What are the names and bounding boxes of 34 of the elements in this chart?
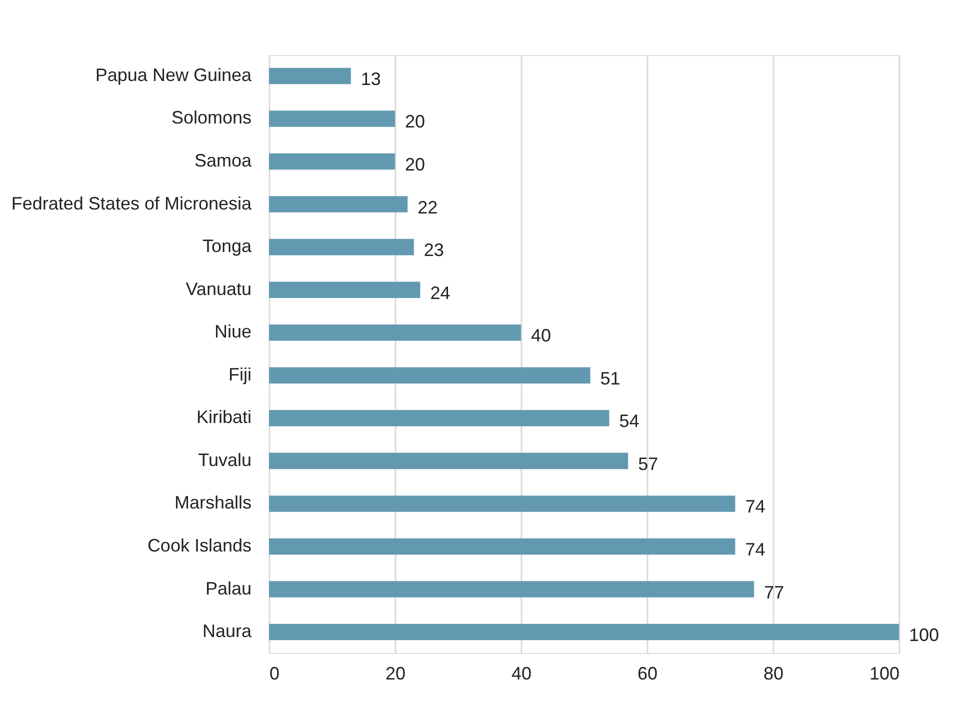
y-tick-label: Cook Islands	[147, 535, 252, 556]
data-label: 20	[405, 154, 426, 175]
data-label: 77	[764, 582, 784, 602]
y-tick-label: Samoa	[194, 150, 252, 171]
x-tick-label: 80	[763, 664, 784, 684]
data-label: 74	[745, 496, 766, 517]
y-tick-label: Fedrated States of Micronesia	[11, 193, 252, 214]
y-tick-label: Tuvalu	[198, 450, 252, 470]
data-label: 100	[909, 625, 940, 646]
x-tick-label: 20	[385, 664, 406, 684]
data-label: 57	[638, 454, 658, 474]
data-label: 40	[531, 326, 552, 346]
y-tick-label: Naura	[202, 621, 252, 642]
y-tick-label: Niue	[214, 322, 252, 342]
y-tick-label: Fiji	[228, 364, 252, 384]
y-tick-label: Kiribati	[196, 407, 252, 428]
y-tick-label: Solomons	[171, 108, 252, 128]
data-label: 23	[424, 240, 444, 260]
x-tick-label: 100	[869, 664, 900, 684]
y-tick-label: Papua New Guinea	[95, 64, 252, 85]
x-tick-label: 0	[270, 664, 280, 684]
x-tick-label: 40	[511, 664, 532, 684]
x-tick-label: 60	[637, 664, 658, 684]
data-label: 51	[600, 368, 620, 388]
y-tick-label: Marshalls	[174, 492, 252, 513]
data-label: 54	[619, 411, 640, 432]
data-label: 74	[745, 539, 766, 560]
y-tick-label: Vanuatu	[186, 278, 252, 299]
data-label: 13	[360, 68, 381, 89]
y-tick-label: Tonga	[202, 236, 252, 256]
data-label: 20	[405, 112, 426, 132]
data-label: 24	[430, 282, 450, 303]
data-label: 22	[418, 197, 438, 218]
y-tick-label: Palau	[205, 578, 252, 598]
